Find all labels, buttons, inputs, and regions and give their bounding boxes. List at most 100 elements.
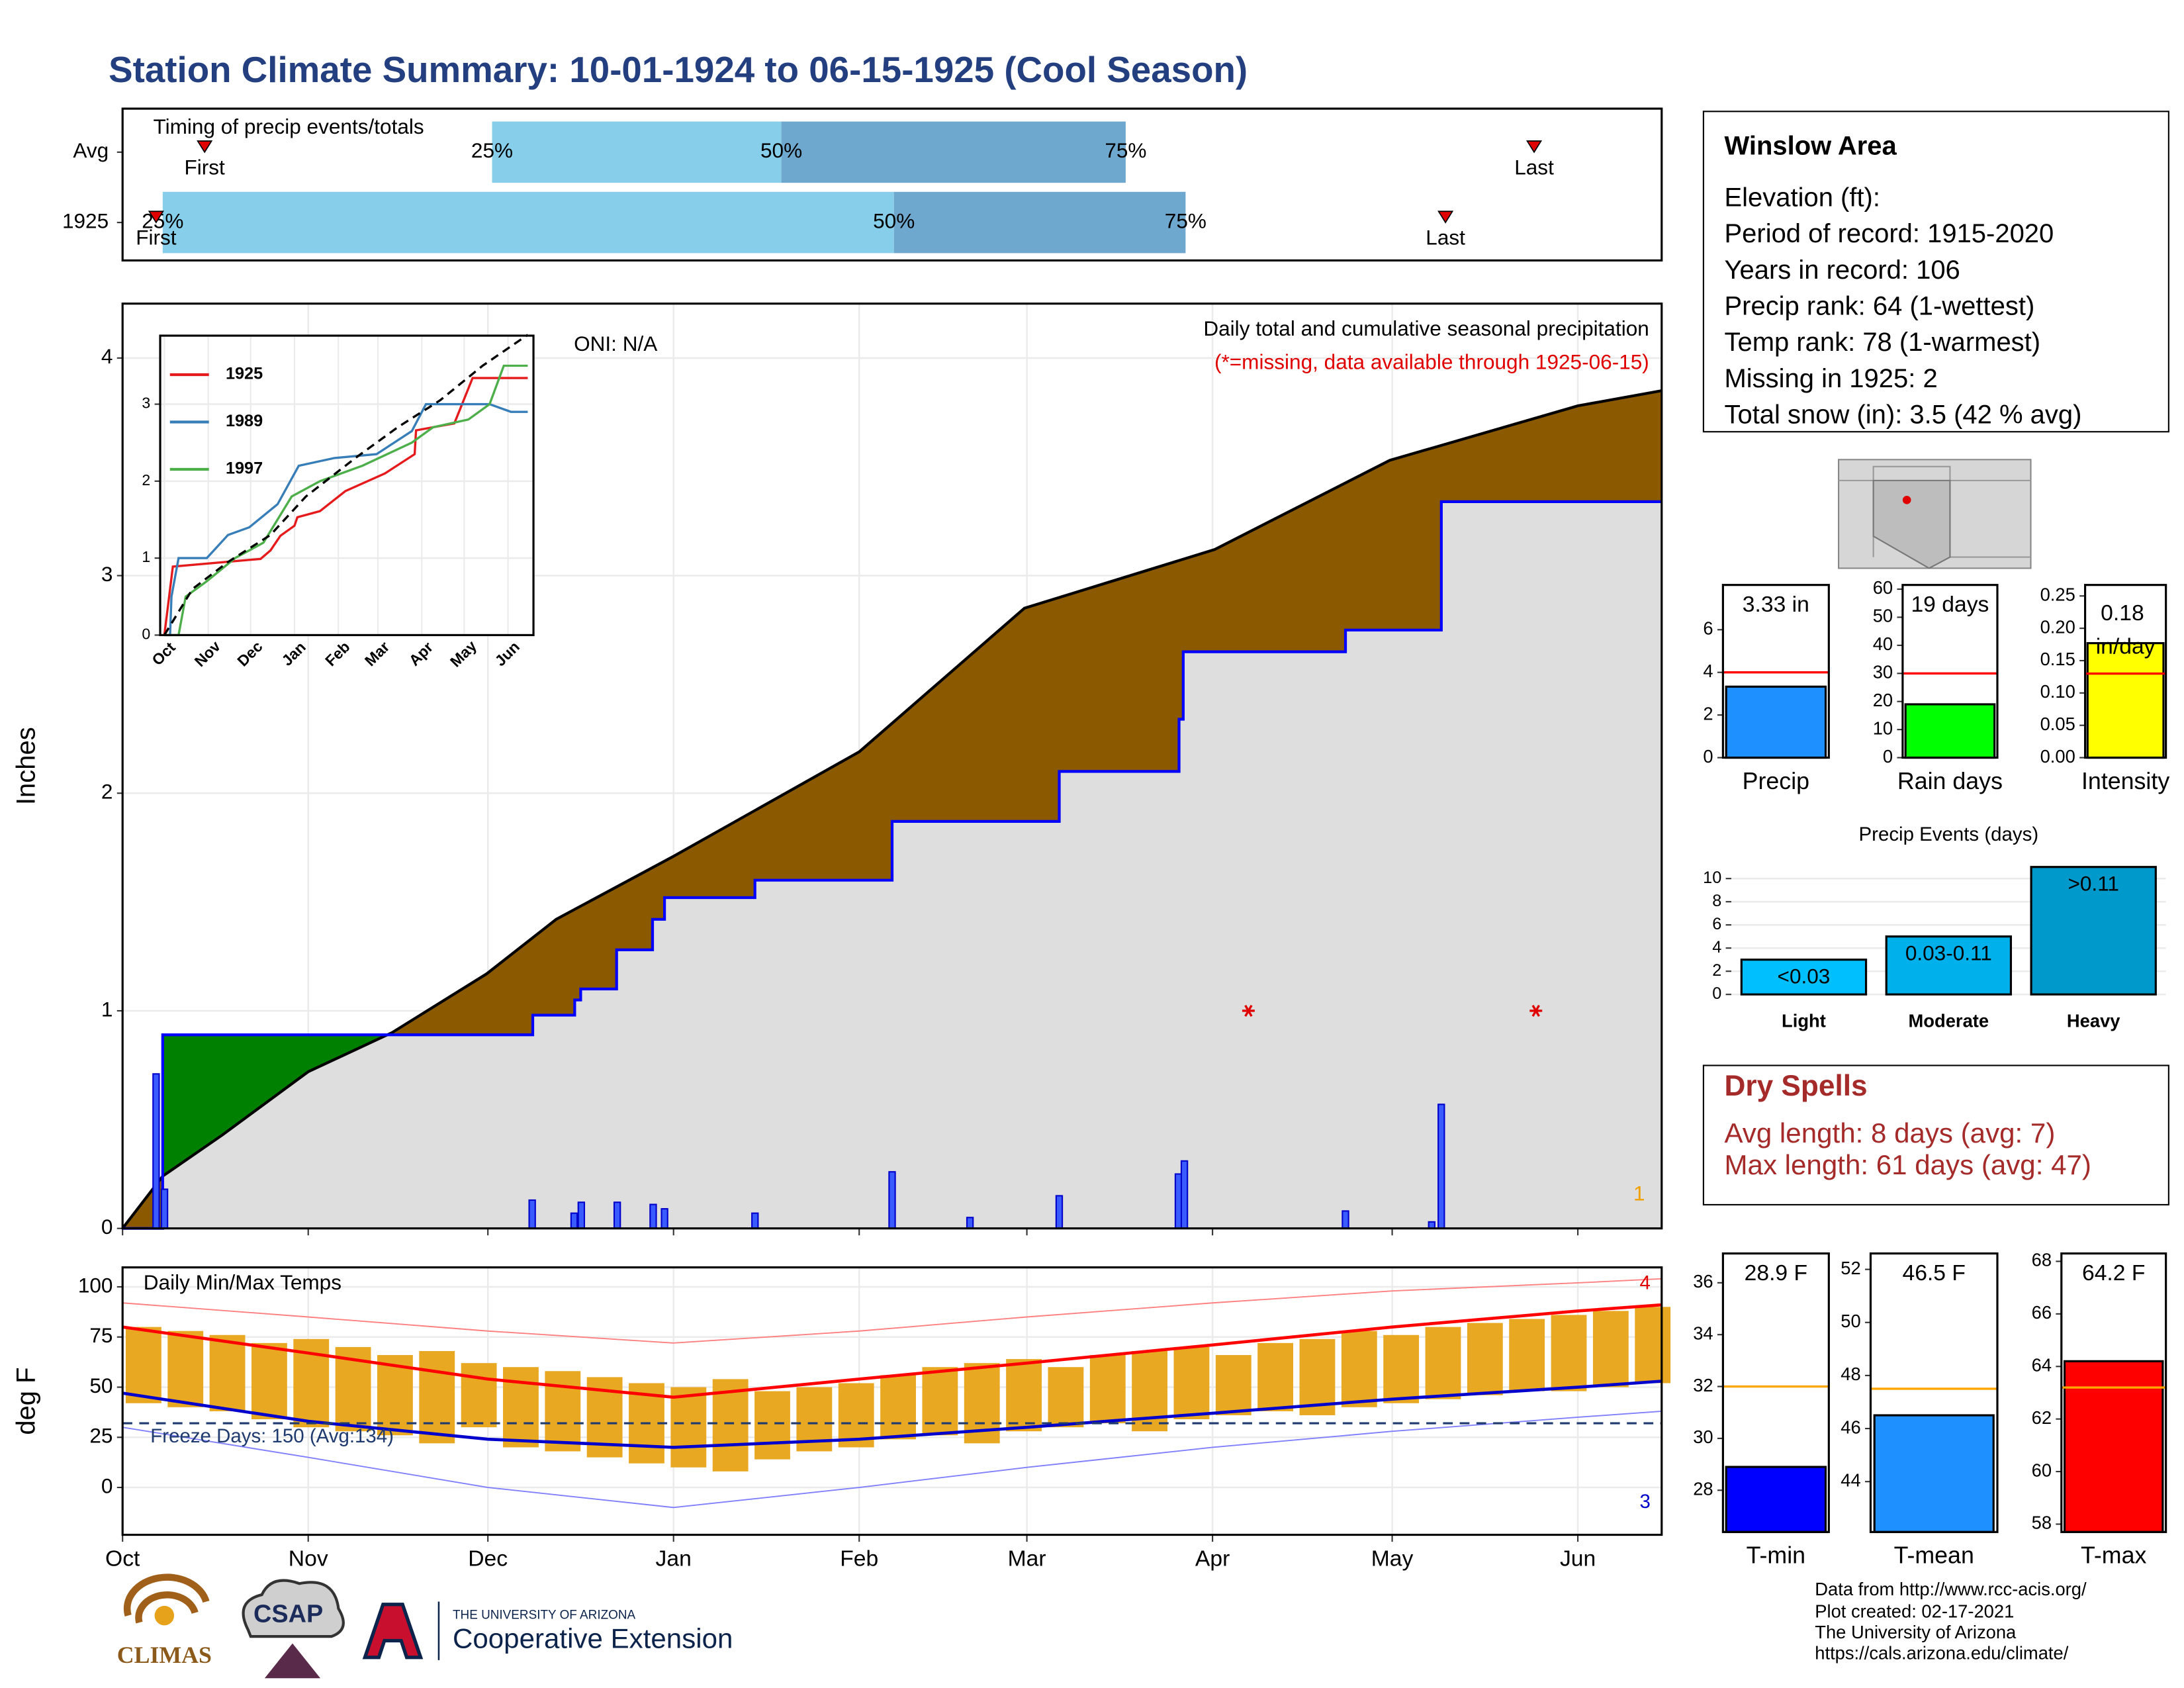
x-tick-label: Dec <box>468 1546 508 1571</box>
daily-bar <box>1342 1210 1349 1229</box>
event-marker <box>148 211 164 224</box>
quartile-label: 50% <box>873 209 915 232</box>
legend-label: 1997 <box>226 459 263 478</box>
row-label: 1925 <box>62 209 109 232</box>
temp-range-bar <box>712 1379 749 1472</box>
y-tick-label: 50 <box>89 1374 113 1397</box>
y-tick-label: 34 <box>1693 1323 1713 1343</box>
temp-range-bar <box>461 1363 497 1428</box>
chart-subtitle: (*=missing, data available through 1925-… <box>1214 350 1649 373</box>
value-label: 28.9 F <box>1745 1261 1807 1286</box>
current-line <box>122 500 1662 1230</box>
temp-range-bar <box>1006 1359 1042 1432</box>
daily-bar <box>160 1188 169 1229</box>
station-line: Period of record: 1915-2020 <box>1724 219 2054 248</box>
station-line: Missing in 1925: 2 <box>1724 364 1937 393</box>
temp-range-bar <box>670 1387 707 1468</box>
credit-line: The University of Arizona <box>1815 1622 2017 1642</box>
climas-mark <box>123 1573 210 1624</box>
y-tick-label: 2 <box>142 471 150 489</box>
dry-line: Max length: 61 days (avg: 47) <box>1724 1149 2091 1180</box>
temp-range-bar <box>754 1391 790 1460</box>
y-tick-label: 10 <box>1873 718 1893 738</box>
logo-text: THE UNIVERSITY OF ARIZONA <box>453 1609 636 1622</box>
quartile-label: 25% <box>471 138 513 162</box>
station-dot <box>1902 496 1911 504</box>
y-tick-label: 64 <box>2032 1354 2052 1375</box>
y-tick-label: 44 <box>1841 1470 1860 1490</box>
y-tick-label: 0.25 <box>2040 584 2075 604</box>
y-tick-label: 0.20 <box>2040 616 2075 637</box>
quartile-label: 50% <box>760 138 802 162</box>
category-label: T-min <box>1747 1542 1805 1569</box>
temp-range-bar <box>922 1367 958 1436</box>
y-tick-label: 66 <box>2032 1302 2052 1323</box>
station-frame <box>1702 111 2169 433</box>
panel-frame <box>159 334 535 636</box>
y-tick-label: 3 <box>101 562 113 586</box>
y-axis-label: Inches <box>12 727 41 805</box>
count-label: 1 <box>1633 1182 1645 1205</box>
page-title: Station Climate Summary: 10-01-1924 to 0… <box>109 49 1248 90</box>
csap-mountain <box>264 1643 321 1679</box>
y-axis-label: deg F <box>12 1367 41 1434</box>
logos: CLIMAS CSAP THE UNIVERSITY OF ARIZONA Co… <box>117 1573 733 1679</box>
dry-line: Avg length: 8 days (avg: 7) <box>1724 1117 2055 1149</box>
legend-label: 1925 <box>226 365 263 383</box>
count-label: 3 <box>1640 1491 1651 1513</box>
daily-bar <box>570 1212 578 1229</box>
logo-text: CLIMAS <box>117 1642 212 1668</box>
bar <box>1725 685 1827 759</box>
temp-range-bar <box>167 1331 204 1407</box>
y-tick-label: 0.00 <box>2040 746 2075 767</box>
chart-title: Precip Events (days) <box>1859 823 2039 845</box>
y-tick-label: 1 <box>142 548 150 565</box>
temp-range-bar <box>1551 1315 1587 1391</box>
panel-frame <box>1721 584 1830 759</box>
temp-range-bar <box>880 1375 916 1440</box>
quartile-bar <box>781 121 1126 183</box>
daily-bar <box>888 1171 896 1229</box>
temp-range-bar <box>1341 1331 1377 1407</box>
y-tick-label: 2 <box>1703 703 1713 724</box>
csap-cloud <box>242 1579 345 1638</box>
value-label: 19 days <box>1911 592 1989 617</box>
y-tick-label: 40 <box>1873 633 1893 654</box>
temp-range-bar <box>1173 1346 1210 1420</box>
event-label: First <box>136 226 177 250</box>
y-tick-label: 4 <box>1712 938 1721 957</box>
logo-text: CSAP <box>253 1601 323 1628</box>
category-label: Light <box>1782 1011 1826 1031</box>
y-tick-label: 60 <box>2032 1460 2052 1480</box>
temp-range-bar <box>1509 1319 1545 1391</box>
normal-low <box>122 1380 1662 1449</box>
temp-range-bar <box>1089 1355 1126 1424</box>
x-tick-label: Feb <box>840 1546 878 1571</box>
temp-range-bar <box>251 1342 287 1420</box>
y-tick-label: 30 <box>1873 662 1893 682</box>
panel-frame <box>1869 1252 1999 1533</box>
y-tick-label: 0 <box>1883 746 1893 767</box>
y-tick-label: 50 <box>1841 1311 1860 1331</box>
temp-range-bar <box>1048 1367 1084 1428</box>
station-name: Winslow Area <box>1724 132 1897 161</box>
y-tick-label: 62 <box>2032 1407 2052 1428</box>
y-tick-label: 46 <box>1841 1417 1860 1437</box>
y-tick-label: 0.05 <box>2040 714 2075 734</box>
y-tick-label: 10 <box>1703 868 1721 887</box>
chart-title: Daily total and cumulative seasonal prec… <box>1203 316 1649 340</box>
x-tick-label: Mar <box>1008 1546 1046 1571</box>
daily-bar <box>613 1201 621 1229</box>
bar-label: >0.11 <box>2068 871 2118 895</box>
quartile-label: 75% <box>1105 138 1146 162</box>
y-tick-label: 0 <box>1703 746 1713 767</box>
daily-bar <box>152 1073 160 1229</box>
y-tick-label: 100 <box>78 1273 113 1297</box>
category-label: T-mean <box>1894 1542 1974 1569</box>
daily-bar <box>660 1208 668 1229</box>
series-line <box>164 402 528 637</box>
panel-frame <box>121 107 1663 262</box>
station-line: Total snow (in): 3.5 (42 % avg) <box>1724 400 2081 430</box>
temp-range-bar <box>209 1335 246 1411</box>
missing-marker <box>1242 1004 1255 1017</box>
